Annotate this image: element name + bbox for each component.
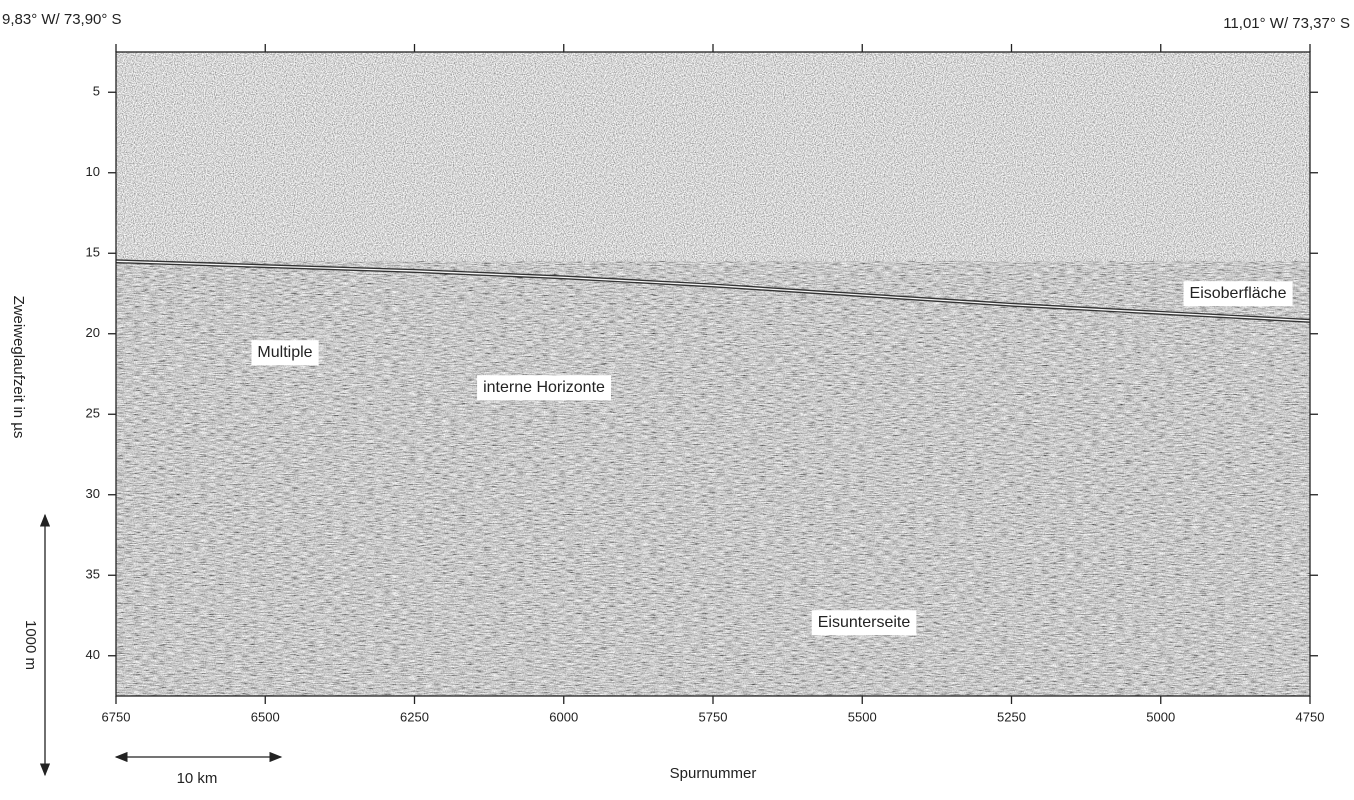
corner-label: 9,83° W/ 73,90° S — [2, 11, 122, 28]
x-axis-label: Spurnummer — [670, 765, 757, 782]
annotation-box — [477, 375, 612, 401]
y-axis-label: Zweiweglaufzeit in µs — [10, 296, 27, 439]
y-tick-label: 25 — [86, 406, 100, 421]
x-tick-label: 4750 — [1296, 709, 1325, 724]
surface-line-highlight — [115, 260, 1311, 322]
x-tick-label: 6000 — [549, 709, 578, 724]
annotation-box — [811, 610, 917, 636]
y-tick-label: 35 — [86, 567, 100, 582]
annotation: Eisoberfläche — [1190, 285, 1287, 302]
annotation: Eisunterseite — [818, 614, 911, 631]
y-tick-label: 20 — [86, 325, 100, 340]
x-tick-label: 6250 — [400, 709, 429, 724]
plot-area — [115, 52, 1311, 696]
x-tick-label: 5500 — [848, 709, 877, 724]
x-tick-label: 6750 — [102, 709, 131, 724]
y-tick-label: 5 — [93, 84, 100, 99]
y-tick-label: 40 — [86, 647, 100, 662]
ice-body — [116, 261, 1310, 696]
scale-label: 10 km — [177, 770, 218, 787]
corner-label: 11,01° W/ 73,37° S — [1223, 15, 1350, 32]
y-tick-label: 30 — [86, 486, 100, 501]
annotation: Multiple — [257, 344, 312, 361]
annotation-box — [251, 340, 319, 366]
y-tick-label: 15 — [86, 245, 100, 260]
annotation: interne Horizonte — [483, 379, 605, 396]
x-tick-label: 6500 — [251, 709, 280, 724]
x-tick-label: 5000 — [1146, 709, 1175, 724]
y-tick-label: 10 — [86, 164, 100, 179]
x-tick-label: 5250 — [997, 709, 1026, 724]
scale-label: 1000 m — [22, 620, 39, 670]
annotation-box — [1183, 281, 1293, 307]
x-tick-label: 5750 — [699, 709, 728, 724]
